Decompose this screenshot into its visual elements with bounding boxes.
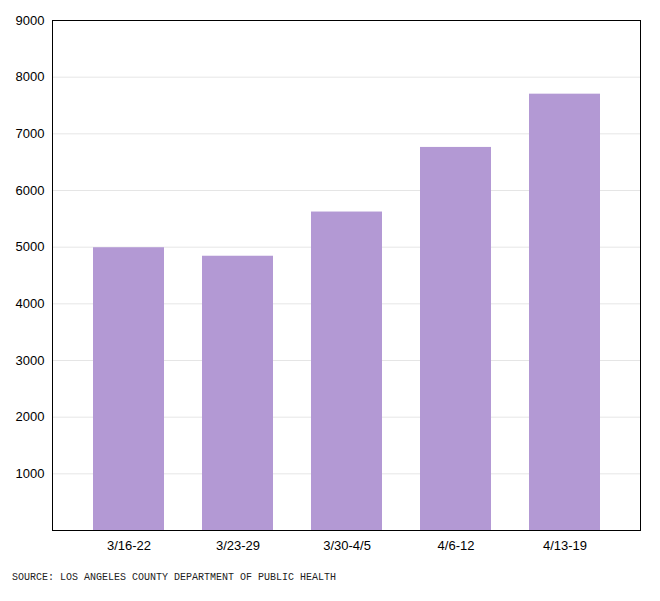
svg-text:3/30-4/5: 3/30-4/5 [323, 538, 371, 553]
svg-text:4000: 4000 [16, 296, 45, 311]
svg-text:3000: 3000 [16, 353, 45, 368]
svg-text:3/16-22: 3/16-22 [107, 538, 151, 553]
svg-text:4/6-12: 4/6-12 [438, 538, 475, 553]
svg-text:3/23-29: 3/23-29 [216, 538, 260, 553]
svg-text:6000: 6000 [16, 183, 45, 198]
svg-text:8000: 8000 [16, 69, 45, 84]
svg-text:1000: 1000 [16, 466, 45, 481]
svg-text:5000: 5000 [16, 239, 45, 254]
svg-text:9000: 9000 [16, 13, 45, 28]
svg-text:2000: 2000 [16, 409, 45, 424]
svg-text:4/13-19: 4/13-19 [543, 538, 587, 553]
svg-text:7000: 7000 [16, 126, 45, 141]
html-text:SOURCE: LOS ANGELES COUNTY DEP: SOURCE: LOS ANGELES COUNTY DEPARTMENT OF… [12, 572, 337, 583]
